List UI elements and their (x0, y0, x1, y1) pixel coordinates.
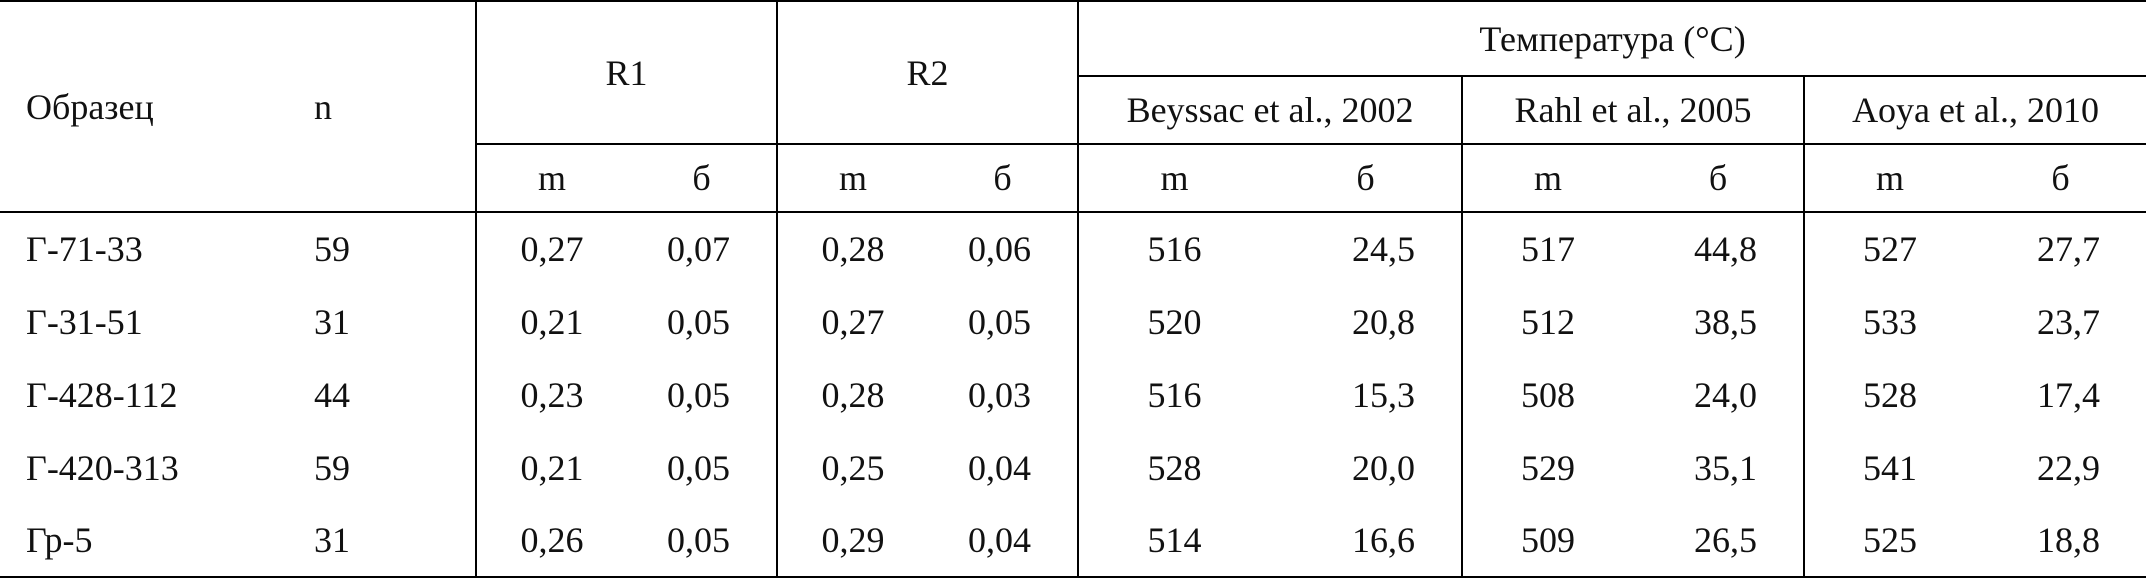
table-cell: 24,0 (1694, 374, 1758, 415)
header-cell: Beyssac et al., 2002 (1077, 76, 1463, 145)
table-cell: 0,05 (667, 447, 731, 488)
table-cell: 31 (314, 301, 350, 342)
table-cell: 23,7 (2037, 301, 2101, 342)
table-cell: 516 (1077, 358, 1271, 431)
table-cell: 0,05 (627, 504, 778, 578)
table-row: Г-71-33 59 0,27 0,07 0,28 0,06 516 24,5 517 44,8 5… (0, 212, 2146, 285)
table-row: Г-428-112 44 0,23 0,05 0,28 0,03 516 15,3 508 24,… (0, 358, 2146, 431)
table-cell: 59 (314, 447, 350, 488)
subheader-cell: б (928, 144, 1079, 213)
subheader-cell: m (1077, 144, 1271, 213)
table-row: Beyssac et al., 2002 Rahl et al., 2005 Aoy… (0, 76, 2146, 145)
subheader-cell: m (475, 144, 627, 213)
table-cell: 529 (1461, 431, 1634, 504)
table-cell: 0,04 (928, 504, 1079, 578)
table-row: Г-31-51 31 0,21 0,05 0,27 0,05 520 20,8 512 38,5 5… (0, 285, 2146, 358)
subheader-cell: б (1975, 144, 2146, 213)
table-cell: 59 (314, 229, 350, 269)
table-cell: 0,05 (968, 301, 1032, 342)
table-row: Образец n R1 R2 Температура (°C) (0, 0, 2146, 213)
table-cell: 0,03 (968, 374, 1032, 415)
table-cell: 44,8 (1694, 229, 1758, 269)
table-cell: 17,4 (2037, 374, 2101, 415)
subheader-cell: б (1270, 144, 1463, 213)
table-row: Гр-5 31 0,26 0,05 0,29 0,04 514 16,6 509 26,5 525 1… (0, 504, 2146, 578)
table-cell: 16,6 (1270, 504, 1463, 578)
table-cell: 0,21 (475, 285, 627, 358)
subheader-cell: m (776, 144, 929, 213)
table-cell: 20,8 (1352, 301, 1416, 342)
table-cell: 0,27 (475, 212, 627, 285)
table-cell: 541 (1803, 431, 1976, 504)
table-cell: 527 (1803, 212, 1976, 285)
subheader-cell: б (627, 144, 778, 213)
table-cell: 0,04 (968, 447, 1032, 488)
table-cell: 0,26 (475, 504, 627, 578)
table-cell: 18,8 (1975, 504, 2146, 578)
table-cell: 20,0 (1352, 447, 1416, 488)
table-cell: 512 (1461, 285, 1634, 358)
table-cell: 26,5 (1633, 504, 1805, 578)
table-cell: 0,07 (667, 229, 731, 269)
table-cell: 528 (1803, 358, 1976, 431)
header-cell: Образец (0, 0, 301, 213)
table-cell: Г-420-313 (26, 447, 179, 488)
table-row: Г-420-313 59 0,21 0,05 0,25 0,04 528 20,0 529 35,… (0, 431, 2146, 504)
table-cell: Гр-5 (0, 504, 301, 578)
table-cell: 0,21 (475, 431, 627, 504)
subheader-cell: m (1461, 144, 1634, 213)
header-cell: Температура (°C) (1077, 0, 2146, 77)
table-cell: 31 (301, 504, 476, 578)
header-cell: Rahl et al., 2005 (1461, 76, 1805, 145)
table-cell: 0,28 (776, 212, 929, 285)
table-cell: 516 (1077, 212, 1271, 285)
table-cell: 15,3 (1352, 374, 1416, 415)
table-cell: 508 (1461, 358, 1634, 431)
table-cell: 22,9 (2037, 447, 2101, 488)
table-cell: 44 (314, 374, 350, 415)
table-cell: 24,5 (1352, 229, 1416, 269)
header-cell: R2 (776, 0, 1079, 145)
header-cell: n (301, 0, 476, 213)
subheader-cell: б (1633, 144, 1805, 213)
table-cell: 0,06 (968, 229, 1032, 269)
table-cell: 35,1 (1694, 447, 1758, 488)
table-cell: 0,23 (475, 358, 627, 431)
table-cell: 533 (1803, 285, 1976, 358)
table-cell: 528 (1077, 431, 1271, 504)
table-cell: Г-71-33 (26, 229, 143, 269)
table-cell: Г-31-51 (26, 301, 143, 342)
table-cell: 514 (1077, 504, 1271, 578)
table-cell: 0,28 (776, 358, 929, 431)
table-cell: 0,25 (776, 431, 929, 504)
table-cell: Г-428-112 (26, 374, 178, 415)
table-cell: 27,7 (2037, 229, 2101, 269)
header-cell: Aoya et al., 2010 (1803, 76, 2146, 145)
table-cell: 0,05 (667, 374, 731, 415)
header-cell: R1 (474, 0, 778, 145)
table-cell: 517 (1461, 212, 1634, 285)
table-cell: 520 (1077, 285, 1271, 358)
table-cell: 509 (1461, 504, 1634, 578)
table-cell: 0,27 (776, 285, 929, 358)
table-cell: 525 (1803, 504, 1976, 578)
table-cell: 0,29 (776, 504, 929, 578)
subheader-cell: m (1803, 144, 1976, 213)
table-cell: 38,5 (1694, 301, 1758, 342)
table-cell: 0,05 (667, 301, 731, 342)
